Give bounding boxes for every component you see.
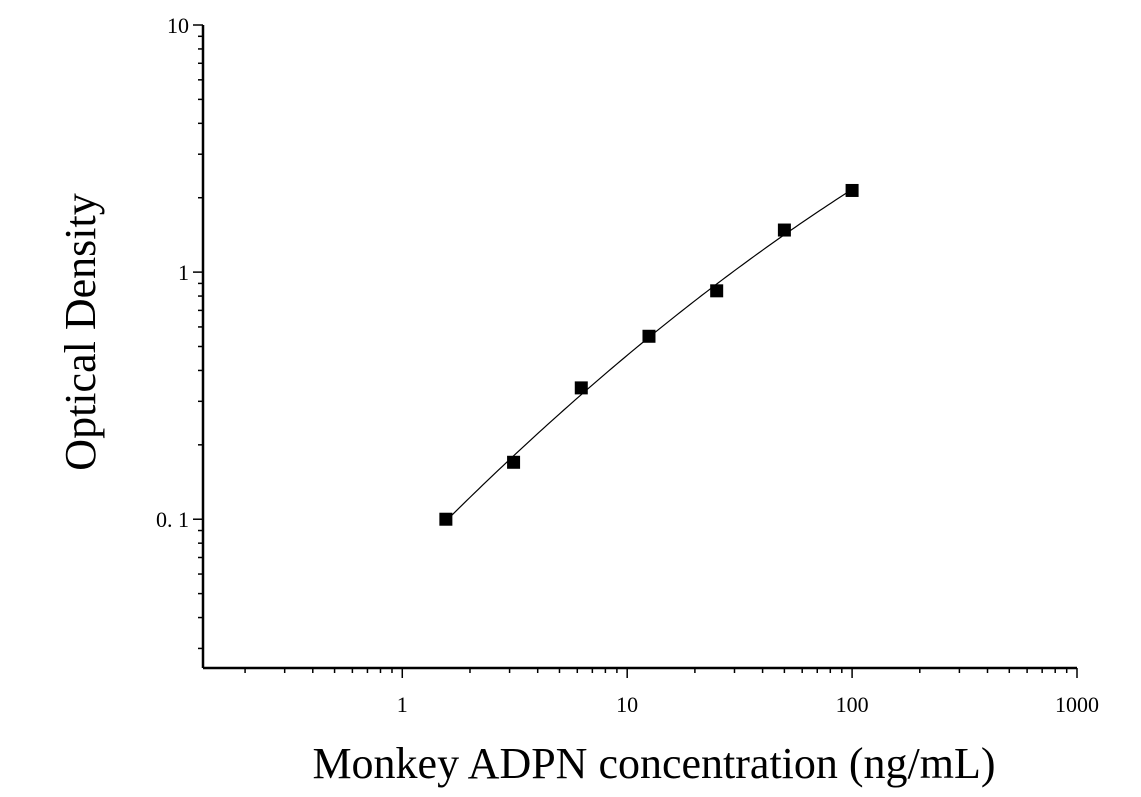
data-point [777, 223, 791, 237]
data-point [439, 512, 453, 526]
y-tick-label: 10 [167, 13, 189, 38]
data-point [845, 183, 859, 197]
fit-curve [445, 188, 853, 522]
data-points [439, 183, 859, 526]
y-tick-label: 1 [178, 260, 189, 285]
y-axis-title: Optical Density [56, 193, 105, 470]
data-point [507, 455, 521, 469]
data-point [642, 329, 656, 343]
x-tick-label: 1000 [1055, 692, 1099, 717]
data-point [710, 284, 724, 298]
x-axis-title: Monkey ADPN concentration (ng/mL) [312, 739, 995, 788]
data-point [574, 381, 588, 395]
axes: 1 10 100 1000 0. 1 1 10 [156, 13, 1099, 717]
x-tick-label: 100 [836, 692, 869, 717]
x-tick-label: 10 [616, 692, 638, 717]
x-tick-label: 1 [397, 692, 408, 717]
fit-curve-group [445, 188, 853, 522]
y-tick-label: 0. 1 [156, 507, 189, 532]
